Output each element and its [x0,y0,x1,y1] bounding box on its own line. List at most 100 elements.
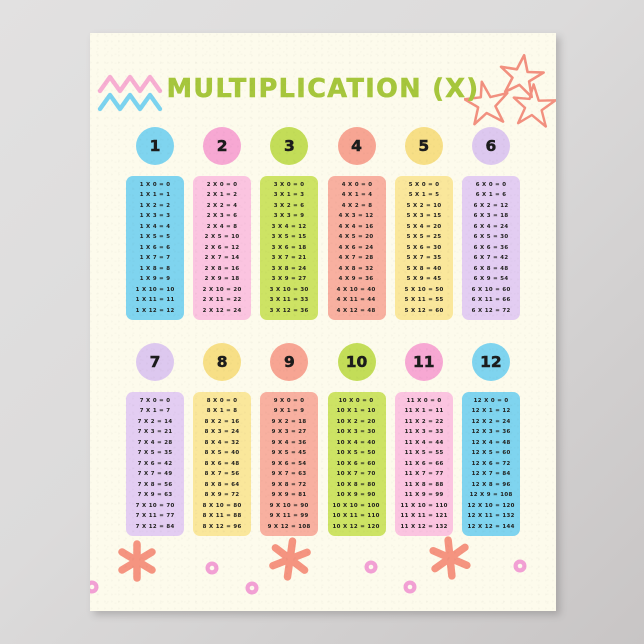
fact-line: 10 X 1 = 10 [337,408,377,415]
zigzag-line-icon [97,74,163,112]
fact-line: 6 X 6 = 36 [473,244,509,251]
fact-line: 6 X 3 = 18 [473,213,509,220]
number-badge-11: 11 [404,343,443,381]
zigzag-decoration [96,65,188,119]
fact-line: 12 X 5 = 60 [471,450,511,457]
fact-line: 8 X 3 = 24 [204,429,240,436]
fact-line: 7 X 7 = 49 [137,471,173,478]
dot-circle-1 [205,561,219,575]
fact-line: 9 X 12 = 108 [267,523,311,530]
fact-line: 7 X 11 = 77 [135,513,175,520]
fact-line: 3 X 2 = 6 [274,202,305,209]
fact-line: 6 X 7 = 42 [473,255,509,262]
fact-line: 9 X 8 = 72 [271,481,307,488]
fact-line: 7 X 8 = 56 [137,481,173,488]
fact-line: 6 X 4 = 24 [473,223,509,230]
fact-line: 8 X 10 = 80 [202,502,242,509]
fact-line: 3 X 7 = 21 [271,255,307,262]
number-badge-3: 3 [270,127,309,165]
fact-line: 12 X 12 = 144 [467,523,515,530]
fact-line: 10 X 5 = 50 [337,450,377,457]
facts-card-1: 1 X 0 = 0 1 X 1 = 1 1 X 2 = 2 1 X 3 = 3 1 X … [126,176,184,320]
fact-line: 5 X 12 = 60 [404,307,444,314]
fact-line: 5 X 6 = 30 [406,244,442,251]
facts-card-11: 11 X 0 = 0 11 X 1 = 11 11 X 2 = 22 11 X 3 =… [394,392,453,536]
zigzag-line-pink [97,74,163,94]
number-badge-12: 12 [471,343,510,381]
facts-card-7: 7 X 0 = 0 7 X 1 = 7 7 X 2 = 14 7 X 3 = 21 7 … [126,392,184,536]
fact-line: 3 X 11 = 33 [269,297,309,304]
fact-line: 11 X 6 = 66 [404,460,444,467]
flower-dot-row-icon [90,536,527,595]
fact-line: 11 X 1 = 11 [404,408,444,415]
fact-line: 1 X 10 = 10 [135,286,175,293]
fact-line: 7 X 2 = 14 [137,418,173,425]
flower-asterisk-2 [269,537,311,581]
number-badge-4: 4 [337,127,376,165]
fact-line: 2 X 10 = 20 [202,286,242,293]
fact-line: 12 X 1 = 12 [471,408,511,415]
fact-line: 9 X 0 = 0 [274,397,305,405]
fact-line: 1 X 2 = 2 [139,202,171,209]
fact-line: 7 X 10 = 70 [135,502,175,509]
fact-line: 1 X 7 = 7 [139,255,171,262]
fact-line: 1 X 6 = 6 [139,244,171,251]
fact-line: 11 X 8 = 88 [404,481,444,488]
fact-line: 2 X 8 = 16 [204,265,240,272]
fact-line: 5 X 2 = 10 [406,202,442,209]
fact-line: 4 X 10 = 40 [337,286,377,293]
fact-line: 10 X 9 = 90 [337,492,377,499]
number-badge-9: 9 [270,343,309,381]
fact-line: 9 X 3 = 27 [271,429,307,436]
fact-line: 10 X 4 = 40 [337,439,377,446]
star-doodle-left [463,80,509,126]
fact-line: 8 X 1 = 8 [206,408,238,415]
facts-card-8: 8 X 0 = 0 8 X 1 = 8 8 X 2 = 16 8 X 3 = 24 8 … [193,392,252,536]
fact-line: 12 X 0 = 0 [473,397,509,405]
fact-line: 4 X 11 = 44 [337,297,377,304]
dot-circle-2 [364,560,378,574]
fact-line: 4 X 12 = 48 [337,307,377,314]
fact-line: 9 X 5 = 45 [271,450,307,457]
dot-circle-group [90,559,527,595]
facts-card-3: 3 X 0 = 0 3 X 1 = 3 3 X 2 = 6 3 X 3 = 9 3 X … [260,176,319,320]
fact-line: 1 X 1 = 1 [139,192,171,199]
fact-line: 4 X 4 = 16 [339,223,374,230]
fact-line: 4 X 0 = 0 [341,181,372,189]
fact-line: 6 X 0 = 0 [475,181,507,189]
fact-line: 7 X 12 = 84 [135,523,175,530]
multiplication-column-10: 10 10 X 0 = 0 10 X 1 = 10 10 X 2 = 20 10 X 3… [327,343,386,536]
bottom-decoration [90,525,556,611]
fact-line: 6 X 2 = 12 [473,202,509,209]
fact-line: 12 X 4 = 48 [471,439,511,446]
star-doodle-top [499,53,545,99]
fact-line: 3 X 5 = 15 [271,234,307,241]
fact-line: 4 X 5 = 20 [339,234,374,241]
fact-line: 9 X 10 = 90 [269,502,309,509]
fact-line: 3 X 4 = 12 [271,223,307,230]
fact-line: 8 X 2 = 16 [204,418,240,425]
facts-card-6: 6 X 0 = 0 6 X 1 = 6 6 X 2 = 12 6 X 3 = 18 6 … [461,176,520,320]
fact-line: 3 X 12 = 36 [269,307,309,314]
number-badge-6: 6 [471,127,510,165]
number-badge-2: 2 [203,127,242,165]
fact-line: 11 X 0 = 0 [406,397,442,405]
fact-line: 1 X 4 = 4 [139,223,171,230]
fact-line: 3 X 10 = 30 [269,286,309,293]
number-badge-8: 8 [203,343,242,381]
fact-line: 8 X 4 = 32 [204,439,240,446]
fact-line: 12 X 7 = 84 [471,471,511,478]
fact-line: 6 X 1 = 6 [475,192,507,199]
fact-line: 7 X 3 = 21 [137,429,173,436]
fact-line: 9 X 7 = 63 [271,471,307,478]
facts-card-12: 12 X 0 = 0 12 X 1 = 12 12 X 2 = 24 12 X 3 =… [461,392,520,536]
fact-line: 8 X 11 = 88 [202,513,242,520]
fact-line: 10 X 11 = 110 [332,513,381,520]
star-decoration [463,49,556,135]
